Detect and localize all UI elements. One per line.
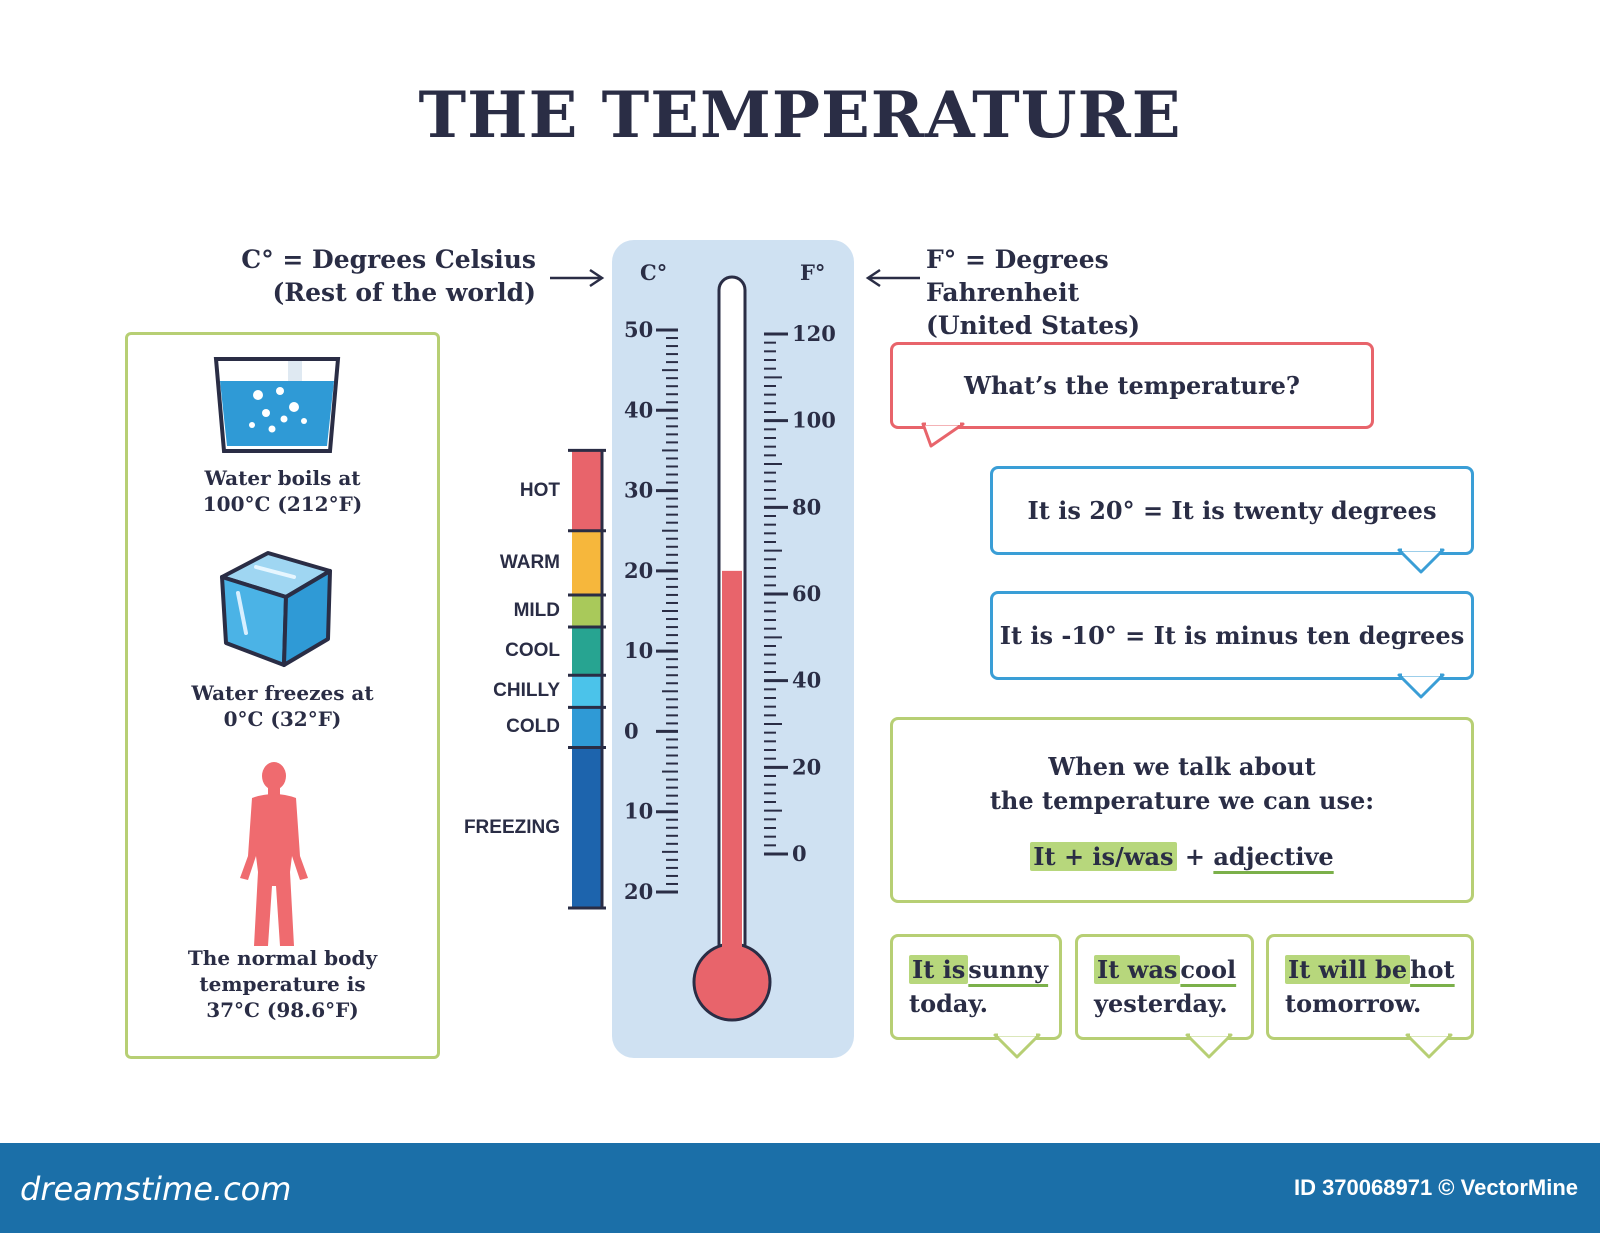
example-2-highlight: It was: [1094, 955, 1181, 984]
page-title: THE TEMPERATURE: [418, 78, 1182, 153]
question-bubble: What’s the temperature?: [890, 342, 1374, 448]
band-label: FREEZING: [463, 816, 560, 838]
example-2-rest: yesterday.: [1094, 989, 1228, 1018]
body-temp-caption-line2: temperature is: [199, 972, 366, 996]
footer-bar: [0, 1143, 1600, 1233]
temperature-band: [572, 747, 602, 909]
boiling-caption-line1: Water boils at: [204, 466, 361, 490]
formula-subject-verb: It + is/was: [1030, 841, 1177, 871]
example-3-highlight: It will be: [1285, 955, 1411, 984]
example-2-adjective: cool: [1180, 955, 1237, 984]
minus-ten-bubble: It is -10° = It is minus ten degrees: [990, 591, 1474, 699]
example-1-text: It is sunny today.: [909, 953, 1048, 1021]
twenty-degrees-bubble: It is 20° = It is twenty degrees: [990, 466, 1474, 574]
arrow-right-icon: [550, 268, 605, 288]
boiling-water-icon: [213, 357, 341, 453]
ice-cube-icon: [220, 551, 332, 667]
temperature-band: [572, 530, 602, 595]
band-label: CHILLY: [493, 680, 560, 702]
celsius-tick-label: 30: [624, 478, 653, 503]
fahrenheit-scale: 120 100 80 60 40 20 0: [764, 321, 836, 866]
mercury-column: [722, 570, 742, 950]
example-3-rest: tomorrow.: [1285, 989, 1422, 1018]
minus-ten-text: It is -10° = It is minus ten degrees: [999, 621, 1465, 650]
footer-credit: ID 370068971 © VectorMine: [1293, 1175, 1578, 1200]
celsius-tick-label: 40: [624, 397, 653, 422]
formula-adjective: adjective: [1213, 841, 1334, 871]
band-label: COOL: [505, 640, 560, 662]
body-temp-caption-line1: The normal body: [187, 946, 378, 970]
freezing-caption-line2: 0°C (32°F): [223, 707, 342, 731]
band-label: COLD: [506, 716, 560, 738]
fahrenheit-tick-label: 80: [792, 494, 821, 519]
celsius-tick-label: 10: [624, 799, 653, 824]
mercury-neck: [722, 930, 742, 960]
freezing-caption: Water freezes at 0°C (32°F): [128, 680, 437, 732]
celsius-note-line1: C° = Degrees Celsius: [241, 245, 536, 274]
bubble-tail-icon: [1397, 671, 1445, 699]
freezing-caption-line1: Water freezes at: [191, 681, 374, 705]
example-3-text: It will be hot tomorrow.: [1285, 953, 1455, 1021]
band-label: WARM: [499, 551, 560, 573]
temperature-band: [572, 450, 602, 531]
formula-plus: +: [1184, 841, 1206, 871]
fahrenheit-note-line1: F° = Degrees Fahrenheit: [926, 245, 1109, 307]
celsius-header: C°: [640, 260, 667, 285]
band-label: MILD: [513, 600, 560, 621]
bubble-tail-icon: [1405, 1031, 1453, 1059]
grammar-box: When we talk about the temperature we ca…: [890, 717, 1474, 903]
celsius-note: C° = Degrees Celsius (Rest of the world): [240, 243, 536, 309]
celsius-tick-label: 10: [624, 638, 653, 663]
example-1-adjective: sunny: [968, 955, 1049, 984]
celsius-tick-label: 20: [624, 879, 653, 904]
temperature-band: [572, 707, 602, 748]
arrow-left-icon: [865, 268, 920, 288]
example-2-text: It was cool yesterday.: [1094, 953, 1236, 1021]
fahrenheit-tick-label: 20: [792, 754, 821, 779]
celsius-tick-label: 50: [624, 317, 653, 342]
fahrenheit-tick-label: 0: [792, 841, 807, 866]
celsius-scale: 50 40 30 20 10 0 10 20: [624, 317, 678, 904]
celsius-tick-label: 20: [624, 558, 653, 583]
fahrenheit-header: F°: [800, 260, 825, 285]
fahrenheit-tick-label: 120: [792, 321, 836, 346]
twenty-degrees-text: It is 20° = It is twenty degrees: [1027, 496, 1437, 525]
fahrenheit-tick-label: 40: [792, 668, 821, 693]
grammar-line1: When we talk about: [1048, 751, 1316, 781]
temperature-band: [572, 675, 602, 708]
body-temp-caption: The normal body temperature is 37°C (98.…: [128, 945, 437, 1023]
boiling-caption-line2: 100°C (212°F): [202, 492, 363, 516]
body-temp-caption-line3: 37°C (98.6°F): [206, 998, 359, 1022]
example-bubble-1: It is sunny today.: [890, 934, 1062, 1059]
grammar-line2: the temperature we can use:: [989, 785, 1375, 815]
question-text: What’s the temperature?: [964, 371, 1300, 400]
bubble-tail-icon: [1185, 1031, 1233, 1059]
fahrenheit-tick-label: 100: [792, 408, 836, 433]
human-body-icon: [240, 762, 308, 946]
footer-site-logo[interactable]: dreamstime.com: [20, 1170, 292, 1208]
fahrenheit-note: F° = Degrees Fahrenheit (United States): [926, 243, 1266, 342]
boiling-caption: Water boils at 100°C (212°F): [128, 465, 437, 517]
fahrenheit-tick-label: 60: [792, 581, 821, 606]
example-bubble-2: It was cool yesterday.: [1075, 934, 1254, 1059]
celsius-note-line2: (Rest of the world): [272, 278, 536, 307]
bubble-tail-icon: [921, 420, 965, 448]
grammar-formula: It + is/was + adjective: [1030, 841, 1334, 871]
band-label: HOT: [519, 479, 560, 501]
example-1-rest: today.: [909, 989, 988, 1018]
fahrenheit-note-line2: (United States): [926, 311, 1141, 340]
celsius-tick-label: 0: [624, 718, 639, 743]
facts-panel: Water boils at 100°C (212°F) Water freez…: [125, 332, 440, 1059]
bubble-tail-icon: [993, 1031, 1041, 1059]
temperature-band: [572, 594, 602, 628]
example-1-highlight: It is: [909, 955, 969, 984]
example-3-adjective: hot: [1410, 955, 1455, 984]
example-bubble-3: It will be hot tomorrow.: [1266, 934, 1474, 1059]
bubble-tail-icon: [1397, 546, 1445, 574]
temperature-bands: [568, 448, 606, 910]
temperature-band: [572, 627, 602, 676]
